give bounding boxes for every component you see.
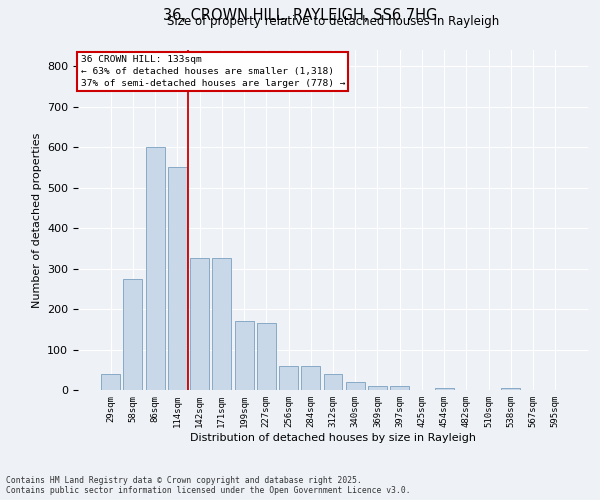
Bar: [146, 147, 164, 390]
Bar: [235, 321, 254, 390]
Bar: [168, 168, 187, 390]
Bar: [435, 388, 454, 390]
Bar: [301, 366, 320, 390]
Bar: [101, 374, 120, 390]
Bar: [502, 388, 520, 390]
Text: 36, CROWN HILL, RAYLEIGH, SS6 7HG: 36, CROWN HILL, RAYLEIGH, SS6 7HG: [163, 8, 437, 22]
Bar: [257, 323, 276, 390]
Bar: [323, 374, 343, 390]
X-axis label: Distribution of detached houses by size in Rayleigh: Distribution of detached houses by size …: [190, 432, 476, 442]
Bar: [190, 258, 209, 390]
Bar: [390, 386, 409, 390]
Bar: [368, 386, 387, 390]
Y-axis label: Number of detached properties: Number of detached properties: [32, 132, 41, 308]
Title: Size of property relative to detached houses in Rayleigh: Size of property relative to detached ho…: [167, 15, 499, 28]
Bar: [346, 382, 365, 390]
Text: 36 CROWN HILL: 133sqm
← 63% of detached houses are smaller (1,318)
37% of semi-d: 36 CROWN HILL: 133sqm ← 63% of detached …: [80, 55, 345, 88]
Text: Contains HM Land Registry data © Crown copyright and database right 2025.
Contai: Contains HM Land Registry data © Crown c…: [6, 476, 410, 495]
Bar: [124, 278, 142, 390]
Bar: [212, 258, 231, 390]
Bar: [279, 366, 298, 390]
